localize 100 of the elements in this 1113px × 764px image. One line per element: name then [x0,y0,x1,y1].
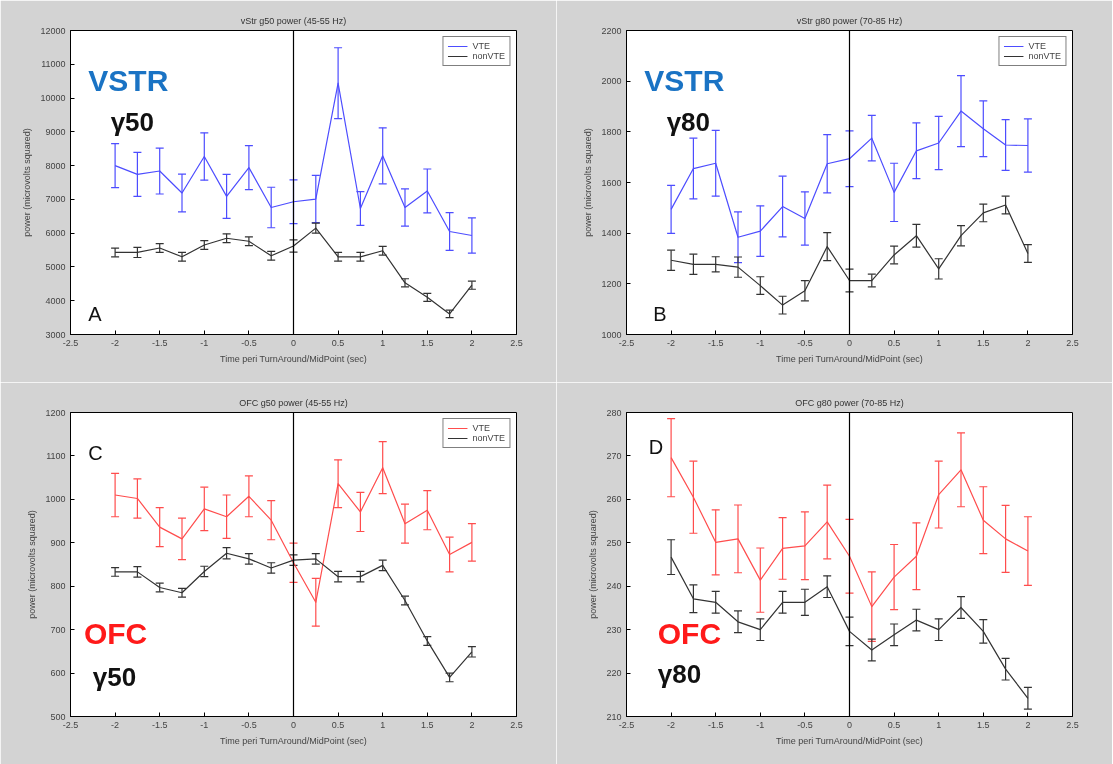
annotation: B [653,303,667,326]
y-tick-label: 700 [50,624,66,635]
x-tick-label: -1.5 [707,337,724,348]
y-tick-label: 12000 [40,25,66,36]
x-tick-label: 1.5 [421,719,434,730]
y-tick-label: 10000 [40,93,66,104]
chart-title: vStr g80 power (70-85 Hz) [796,15,903,26]
y-tick-label: 2000 [601,76,622,87]
x-tick-label: 1.5 [977,719,990,730]
x-tick-label: 2.5 [1066,719,1079,730]
y-tick-label: 270 [606,450,622,461]
x-tick-label: -1.5 [151,719,168,730]
annotation: C [88,442,103,465]
y-tick-label: 5000 [45,261,66,272]
annotation: VSTR [644,64,725,98]
y-axis-title: power (microvolts squared) [27,510,38,619]
x-tick-label: 0.5 [331,719,345,730]
x-tick-label: 2.5 [1066,337,1079,348]
y-tick-label: 1200 [45,407,66,418]
x-tick-label: -0.5 [797,719,813,730]
x-tick-label: -1 [756,337,765,348]
annotation: γ50 [92,662,137,693]
y-tick-label: 250 [606,537,622,548]
x-tick-label: -2.5 [62,719,79,730]
chart-title: OFC g50 power (45-55 Hz) [239,397,348,408]
x-tick-label: -2 [667,719,676,730]
x-tick-label: 1 [380,719,386,730]
annotation: A [88,303,103,326]
y-tick-label: 240 [606,581,622,592]
x-tick-label: -2 [111,719,120,730]
y-tick-label: 900 [50,537,66,548]
annotation: γ80 [666,106,711,137]
y-tick-label: 11000 [41,59,66,70]
x-tick-label: -2.5 [62,337,79,348]
x-tick-label: 1 [936,719,942,730]
y-tick-label: 220 [606,668,622,679]
x-tick-label: 0.5 [887,337,901,348]
y-tick-label: 1000 [45,494,66,505]
y-tick-label: 1400 [601,228,622,239]
chart-title: OFC g80 power (70-85 Hz) [795,397,904,408]
y-tick-label: 8000 [45,160,66,171]
x-tick-label: -2.5 [618,719,635,730]
x-tick-label: -2.5 [618,337,635,348]
x-tick-label: -1 [756,719,765,730]
chart-title: vStr g50 power (45-55 Hz) [240,15,347,26]
x-tick-label: -2 [667,337,676,348]
x-tick-label: 0 [847,719,853,730]
y-tick-label: 600 [50,668,66,679]
y-tick-label: 1600 [601,177,622,188]
x-tick-label: 2 [1025,337,1031,348]
legend-label: VTE [1028,41,1047,51]
x-axis-title: Time peri TurnAround/MidPoint (sec) [220,735,367,746]
x-tick-label: -0.5 [241,719,257,730]
x-tick-label: 1 [380,337,386,348]
y-tick-label: 1800 [601,126,622,137]
legend-label: nonVTE [472,433,505,443]
legend-label: VTE [472,41,491,51]
y-tick-label: 210 [606,711,622,722]
annotation: γ50 [110,106,155,137]
x-tick-label: 1.5 [421,337,434,348]
x-tick-label: -0.5 [241,337,257,348]
x-tick-label: 2.5 [510,719,523,730]
y-tick-label: 1200 [601,278,622,289]
y-tick-label: 7000 [45,194,66,205]
y-axis-title: power (microvolts squared) [588,510,599,619]
y-axis-title: power (microvolts squared) [583,128,594,237]
y-tick-label: 3000 [45,329,66,340]
x-tick-label: -2 [111,337,120,348]
x-tick-label: 0.5 [887,719,901,730]
x-tick-label: 1 [936,337,942,348]
x-tick-label: 2.5 [510,337,523,348]
x-tick-label: 0 [847,337,853,348]
y-tick-label: 800 [50,581,66,592]
annotation: VSTR [88,64,169,98]
x-tick-label: 1.5 [977,337,990,348]
x-tick-label: 0.5 [331,337,345,348]
y-tick-label: 1000 [601,329,622,340]
annotation: OFC [657,616,722,650]
legend-label: nonVTE [472,51,505,61]
legend-label: nonVTE [1028,51,1061,61]
y-axis-title: power (microvolts squared) [22,128,33,237]
annotation: γ80 [657,659,702,690]
x-tick-label: -1.5 [707,719,724,730]
y-tick-label: 500 [50,711,66,722]
x-tick-label: 2 [469,719,475,730]
x-tick-label: 0 [291,719,297,730]
y-tick-label: 280 [606,407,622,418]
x-tick-label: -0.5 [797,337,813,348]
x-tick-label: 2 [469,337,475,348]
x-tick-label: -1.5 [151,337,168,348]
y-tick-label: 9000 [45,126,66,137]
annotation: D [648,436,664,459]
x-axis-title: Time peri TurnAround/MidPoint (sec) [776,353,923,364]
y-tick-label: 260 [606,494,622,505]
y-tick-label: 4000 [45,295,66,306]
y-tick-label: 6000 [45,228,66,239]
y-tick-label: 230 [606,624,622,635]
x-tick-label: -1 [200,337,209,348]
x-axis-title: Time peri TurnAround/MidPoint (sec) [776,735,923,746]
x-tick-label: -1 [200,719,209,730]
